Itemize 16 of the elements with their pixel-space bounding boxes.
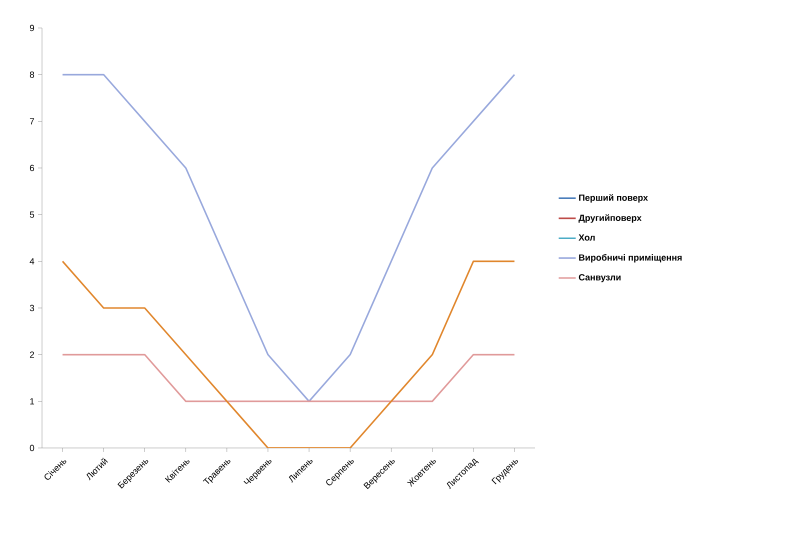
y-tick-label: 2	[30, 352, 34, 358]
y-tick-label: 3	[30, 304, 34, 312]
y-tick-label: 9	[30, 24, 34, 32]
legend-label: Перший поверх	[579, 194, 648, 203]
y-tick-label: 7	[30, 118, 34, 124]
y-tick-label: 6	[30, 164, 34, 172]
y-tick-label: 8	[30, 71, 34, 78]
legend-label: Виробничі приміщення	[579, 254, 682, 262]
line-series	[62, 74, 516, 402]
legend-label: Санвузли	[578, 274, 621, 282]
y-tick-label: 5	[30, 212, 34, 218]
y-tick-label: 1	[30, 398, 34, 404]
y-tick-label: 4	[30, 258, 34, 264]
y-tick-label: 0	[30, 444, 34, 452]
legend-label: Хол	[578, 234, 595, 241]
legend-label: Другийповерх	[578, 214, 642, 223]
